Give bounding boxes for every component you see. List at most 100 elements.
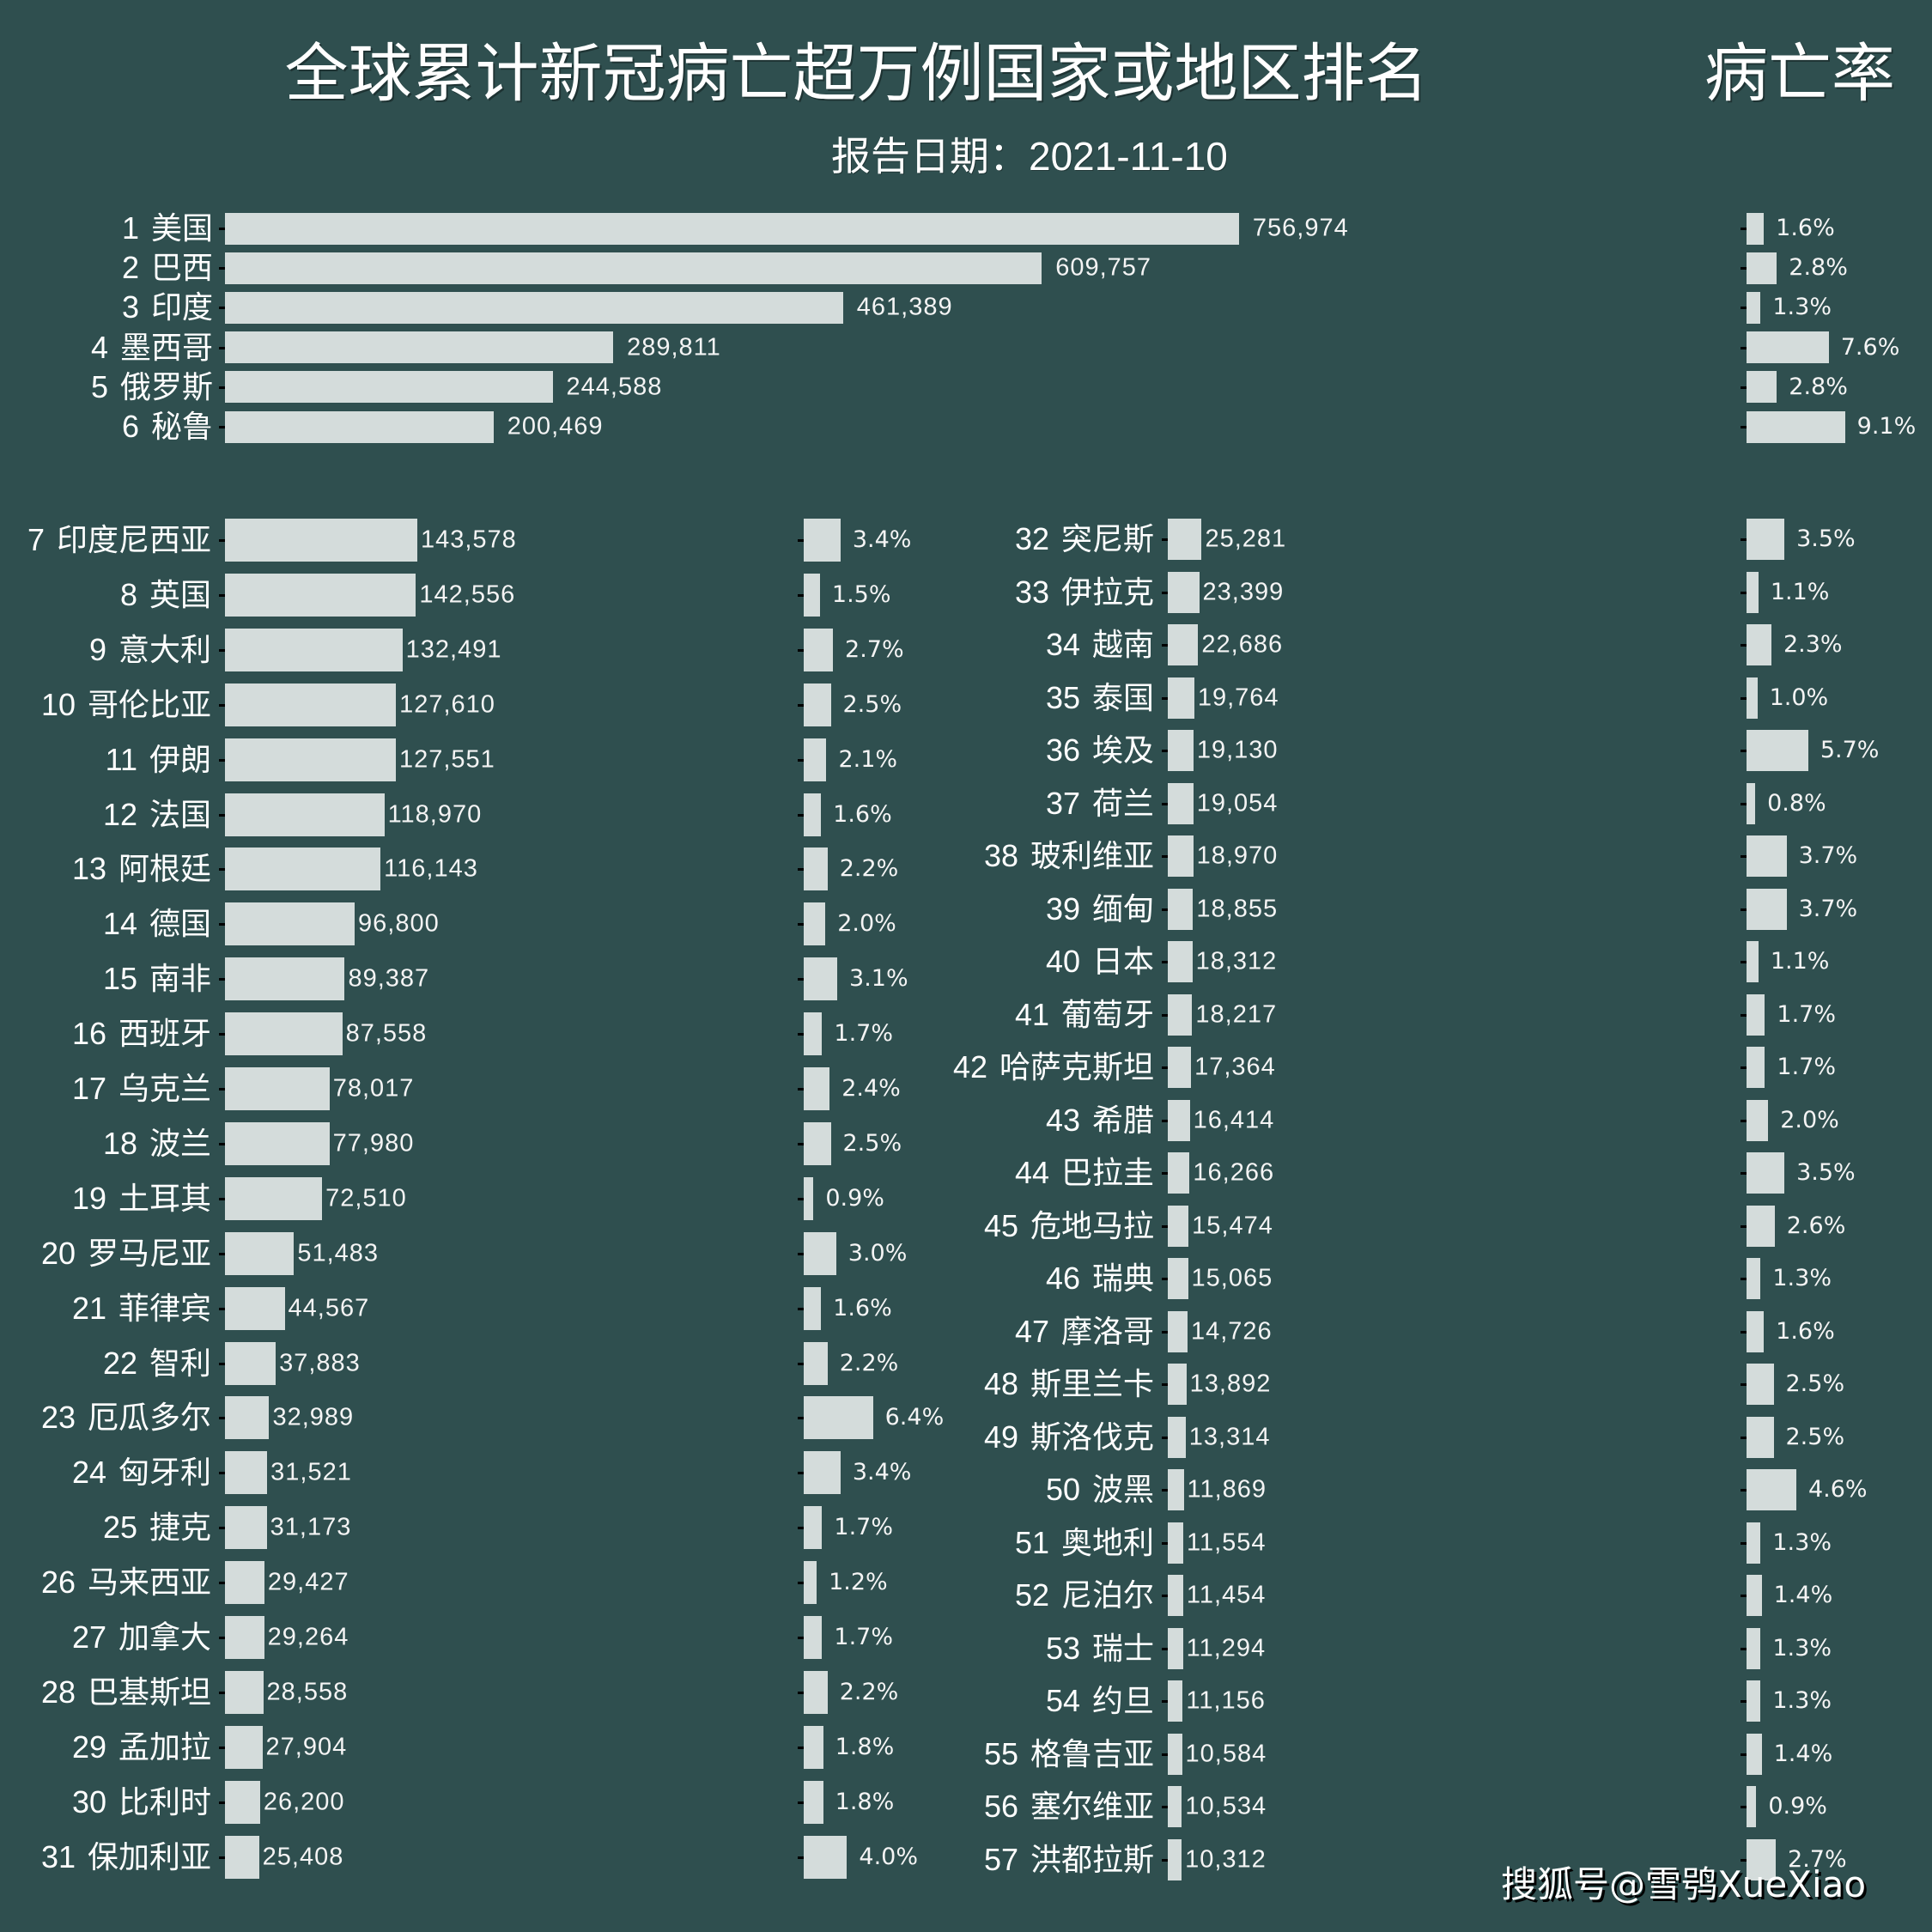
rank-number: 13	[71, 851, 106, 887]
deaths-bar	[1168, 1364, 1187, 1405]
deaths-value: 17,364	[1194, 1053, 1276, 1081]
rank-number: 33	[1014, 574, 1049, 610]
rank-number: 35	[1045, 679, 1080, 715]
country-label: 29 孟加拉	[72, 1728, 211, 1766]
country-name: 突尼斯	[1060, 521, 1154, 557]
axis-tick	[1162, 1541, 1168, 1545]
country-label: 32 突尼斯	[1015, 520, 1154, 558]
deaths-bar	[1168, 1469, 1184, 1510]
country-label: 27 加拿大	[72, 1619, 211, 1656]
country-label: 44 巴拉圭	[1015, 1154, 1154, 1192]
rank-number: 7	[27, 521, 45, 557]
country-label: 19 土耳其	[72, 1180, 211, 1218]
rate-value: 1.0%	[1769, 683, 1829, 711]
rate-value: 1.2%	[829, 1568, 888, 1595]
rate-axis-tick	[1741, 750, 1747, 752]
rate-bar	[804, 1780, 823, 1824]
rate-bar	[804, 1176, 814, 1220]
axis-tick	[1162, 1383, 1168, 1386]
country-label: 42 哈萨克斯坦	[953, 1048, 1154, 1086]
country-label: 20 罗马尼亚	[41, 1235, 211, 1273]
rate-bar	[1747, 624, 1771, 665]
axis-tick	[219, 813, 225, 817]
rate-axis-tick	[798, 1856, 804, 1859]
country-name: 瑞典	[1091, 1261, 1154, 1297]
axis-tick	[219, 1472, 225, 1475]
rate-value: 3.5%	[1796, 1158, 1856, 1186]
rate-value: 2.2%	[839, 1678, 899, 1705]
country-name: 伊拉克	[1060, 574, 1154, 611]
deaths-value: 142,556	[419, 580, 516, 609]
rate-axis-tick	[1741, 1224, 1747, 1228]
rate-axis-tick	[1741, 1858, 1747, 1862]
deaths-value: 14,726	[1190, 1317, 1273, 1346]
deaths-value: 143,578	[420, 526, 517, 554]
rate-bar	[1747, 1469, 1796, 1510]
deaths-bar	[225, 1012, 343, 1056]
axis-tick	[1162, 1858, 1168, 1862]
axis-tick	[219, 426, 225, 428]
country-label: 10 哥伦比亚	[41, 686, 211, 724]
rate-axis-tick	[798, 1088, 804, 1091]
deaths-bar	[1168, 941, 1193, 982]
axis-tick	[219, 1362, 225, 1365]
country-name: 匈牙利	[118, 1455, 211, 1492]
deaths-value: 11,294	[1186, 1634, 1267, 1662]
axis-tick	[219, 703, 225, 707]
rate-bar	[804, 1835, 848, 1879]
deaths-value: 11,156	[1186, 1686, 1266, 1715]
rate-bar	[1747, 1152, 1785, 1194]
rank-number: 57	[983, 1841, 1018, 1877]
deaths-bar	[1168, 1310, 1188, 1352]
country-label: 57 洪都拉斯	[984, 1840, 1154, 1878]
axis-tick	[1162, 1013, 1168, 1017]
country-name: 巴西	[150, 251, 213, 287]
country-label: 52 尼泊尔	[1015, 1577, 1154, 1614]
axis-tick	[219, 1637, 225, 1639]
country-name: 墨西哥	[119, 330, 213, 366]
deaths-value: 118,970	[387, 800, 483, 829]
rate-value: 1.3%	[1772, 1264, 1832, 1291]
axis-tick	[219, 1033, 225, 1036]
deaths-bar	[225, 410, 494, 443]
rate-bar	[804, 902, 826, 946]
rate-bar	[1747, 835, 1787, 877]
axis-tick	[1162, 961, 1168, 963]
axis-tick	[219, 1088, 225, 1091]
rank-number: 30	[71, 1783, 106, 1820]
deaths-value: 289,811	[627, 333, 721, 361]
rate-value: 4.0%	[859, 1843, 918, 1870]
deaths-bar	[225, 1231, 295, 1275]
rate-value: 2.5%	[1785, 1370, 1845, 1397]
deaths-value: 19,054	[1196, 789, 1279, 817]
deaths-bar	[1168, 1575, 1183, 1616]
axis-tick	[219, 648, 225, 652]
rate-bar	[804, 683, 831, 726]
rate-value: 1.8%	[835, 1733, 895, 1760]
country-label: 1 美国	[122, 210, 213, 247]
deaths-bar	[225, 738, 396, 781]
axis-tick	[219, 868, 225, 872]
axis-tick	[1162, 538, 1168, 541]
country-label: 43 希腊	[1046, 1101, 1154, 1139]
rate-axis-tick	[1741, 961, 1747, 963]
rate-axis-tick	[1741, 386, 1747, 389]
rate-value: 9.1%	[1856, 412, 1917, 440]
rate-value: 2.2%	[839, 855, 899, 883]
rate-axis-tick	[798, 868, 804, 872]
rate-bar	[1747, 410, 1845, 443]
rate-value: 1.7%	[834, 1019, 894, 1047]
deaths-value: 13,892	[1189, 1370, 1272, 1398]
rate-axis-tick	[798, 1033, 804, 1036]
deaths-value: 72,510	[325, 1184, 407, 1212]
country-name: 泰国	[1091, 680, 1154, 716]
rate-bar	[804, 738, 827, 781]
rate-axis-tick	[1741, 307, 1747, 310]
deaths-value: 96,800	[358, 909, 440, 938]
country-name: 智利	[149, 1346, 211, 1382]
axis-tick	[1162, 802, 1168, 805]
rate-bar	[1747, 941, 1759, 982]
rate-value: 2.6%	[1786, 1212, 1846, 1239]
axis-tick	[219, 307, 225, 310]
rank-number: 45	[983, 1207, 1018, 1243]
